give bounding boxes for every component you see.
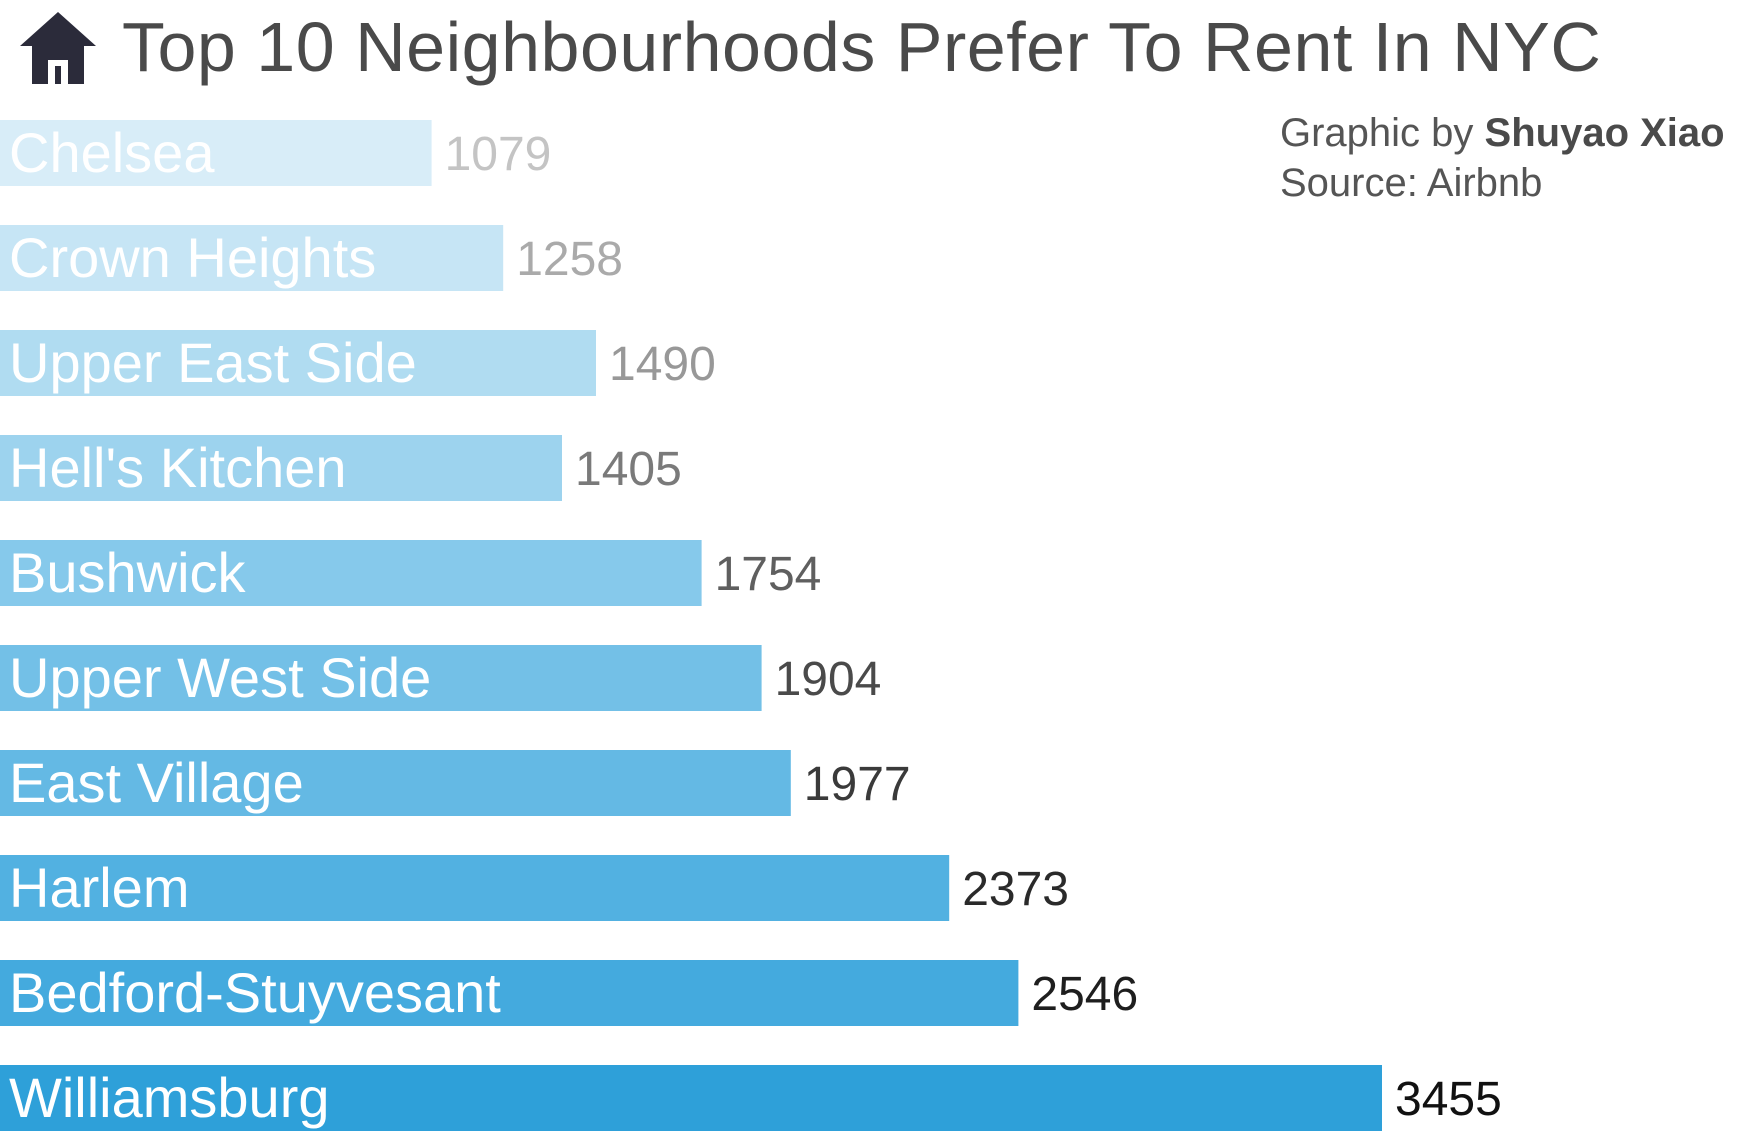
bar-bedford-stuyvesant xyxy=(0,960,1019,1026)
category-label-chelsea: Chelsea xyxy=(9,121,215,184)
value-label-chelsea: 1079 xyxy=(445,128,552,181)
house-icon xyxy=(20,12,96,84)
category-label-bushwick: Bushwick xyxy=(9,541,247,604)
value-label-upper-west-side: 1904 xyxy=(775,653,882,706)
credit-block: Graphic by Shuyao Xiao Source: Airbnb xyxy=(1280,108,1725,208)
category-label-upper-west-side: Upper West Side xyxy=(9,646,431,709)
bar-hell-s-kitchen xyxy=(0,435,562,501)
category-label-east-village: East Village xyxy=(9,751,304,814)
graphic-prefix: Graphic by xyxy=(1280,111,1485,155)
author-name: Shuyao Xiao xyxy=(1484,111,1725,155)
bar-chelsea xyxy=(0,120,432,186)
value-label-bedford-stuyvesant: 2546 xyxy=(1031,968,1138,1021)
chart-header: Top 10 Neighbourhoods Prefer To Rent In … xyxy=(16,2,1601,92)
value-label-crown-heights: 1258 xyxy=(516,233,623,286)
value-label-upper-east-side: 1490 xyxy=(609,338,716,391)
bar-bushwick xyxy=(0,540,702,606)
bar-east-village xyxy=(0,750,791,816)
source-credit: Source: Airbnb xyxy=(1280,161,1543,205)
bar-upper-east-side xyxy=(0,330,596,396)
bar-harlem xyxy=(0,855,950,921)
bar-upper-west-side xyxy=(0,645,762,711)
bar-crown-heights xyxy=(0,225,504,291)
category-label-upper-east-side: Upper East Side xyxy=(9,331,417,394)
chart-title: Top 10 Neighbourhoods Prefer To Rent In … xyxy=(122,8,1602,86)
value-label-bushwick: 1754 xyxy=(715,548,822,601)
category-label-hell-s-kitchen: Hell's Kitchen xyxy=(9,436,347,499)
category-label-harlem: Harlem xyxy=(9,856,189,919)
value-label-harlem: 2373 xyxy=(962,863,1069,916)
value-label-east-village: 1977 xyxy=(804,758,911,811)
category-label-bedford-stuyvesant: Bedford-Stuyvesant xyxy=(9,961,501,1024)
category-label-williamsburg: Williamsburg xyxy=(9,1066,330,1129)
graphic-credit: Graphic by Shuyao Xiao xyxy=(1280,108,1725,158)
bar-williamsburg xyxy=(0,1065,1382,1131)
value-label-hell-s-kitchen: 1405 xyxy=(575,443,682,496)
category-label-crown-heights: Crown Heights xyxy=(9,226,376,289)
value-label-williamsburg: 3455 xyxy=(1395,1073,1502,1126)
